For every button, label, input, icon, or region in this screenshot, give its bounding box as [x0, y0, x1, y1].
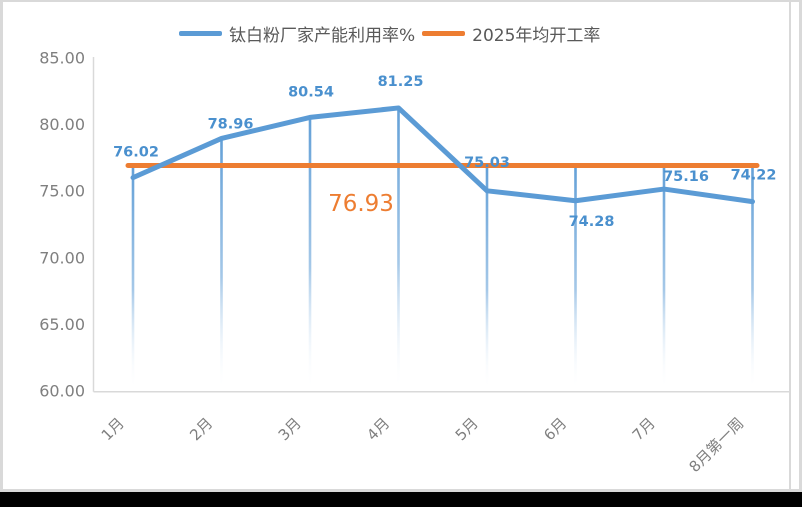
y-axis-tick-label: 80.00: [39, 115, 85, 134]
utilization-line: [130, 105, 755, 205]
y-axis-tick-label: 75.00: [39, 182, 85, 201]
drop-line: [662, 165, 666, 391]
drop-line: [397, 107, 400, 391]
drop-line: [131, 165, 135, 391]
plot-area: 76.02 78.96 80.54 81.25 75.03 74.28 75.16 74.22…: [39, 49, 790, 476]
screen-right-edge: [799, 0, 802, 492]
data-point-label: 74.28: [569, 214, 615, 230]
x-axis-tick-label: 7月: [629, 414, 659, 444]
x-axis-tick-label: 4月: [363, 414, 393, 444]
legend-label-utilization: 钛白粉厂家产能利用率%: [229, 25, 416, 46]
average-line-label: 76.93: [328, 191, 394, 217]
data-point-label: 75.16: [663, 169, 709, 185]
data-point-label: 74.22: [731, 168, 777, 184]
x-axis-tick-label: 6月: [540, 414, 570, 444]
data-point-label: 80.54: [288, 84, 334, 100]
drop-line: [308, 117, 312, 392]
bottom-black-bar: [0, 492, 802, 507]
y-axis-tick-label: 60.00: [39, 382, 85, 401]
drop-line: [220, 138, 223, 391]
x-axis-tick-label: 8月第一周: [685, 414, 747, 476]
x-axis-tick-label: 2月: [186, 414, 216, 444]
data-point-label: 75.03: [464, 155, 510, 171]
x-axis-tick-label: 5月: [452, 414, 482, 444]
drop-line: [574, 165, 577, 391]
legend-line-swatch-average: [422, 30, 466, 36]
y-axis-tick-label: 85.00: [39, 49, 85, 68]
data-point-label: 78.96: [208, 116, 254, 132]
data-point-label: 81.25: [378, 74, 424, 90]
y-axis-tick-label: 70.00: [39, 248, 85, 267]
chart-frame-bottom-border: [0, 489, 802, 492]
x-axis-tick-label: 3月: [275, 414, 305, 444]
x-axis-tick-label: 1月: [98, 414, 128, 444]
legend-line-swatch-utilization: [179, 30, 222, 36]
chart-frame-right-border: [789, 0, 791, 492]
y-axis-tick-label: 65.00: [39, 315, 85, 334]
drop-line: [485, 165, 489, 391]
data-point-label: 76.02: [113, 145, 159, 161]
chart-legend: 钛白粉厂家产能利用率% 2025年均开工率: [179, 23, 601, 46]
drop-line: [751, 165, 754, 391]
legend-label-average: 2025年均开工率: [472, 25, 601, 46]
